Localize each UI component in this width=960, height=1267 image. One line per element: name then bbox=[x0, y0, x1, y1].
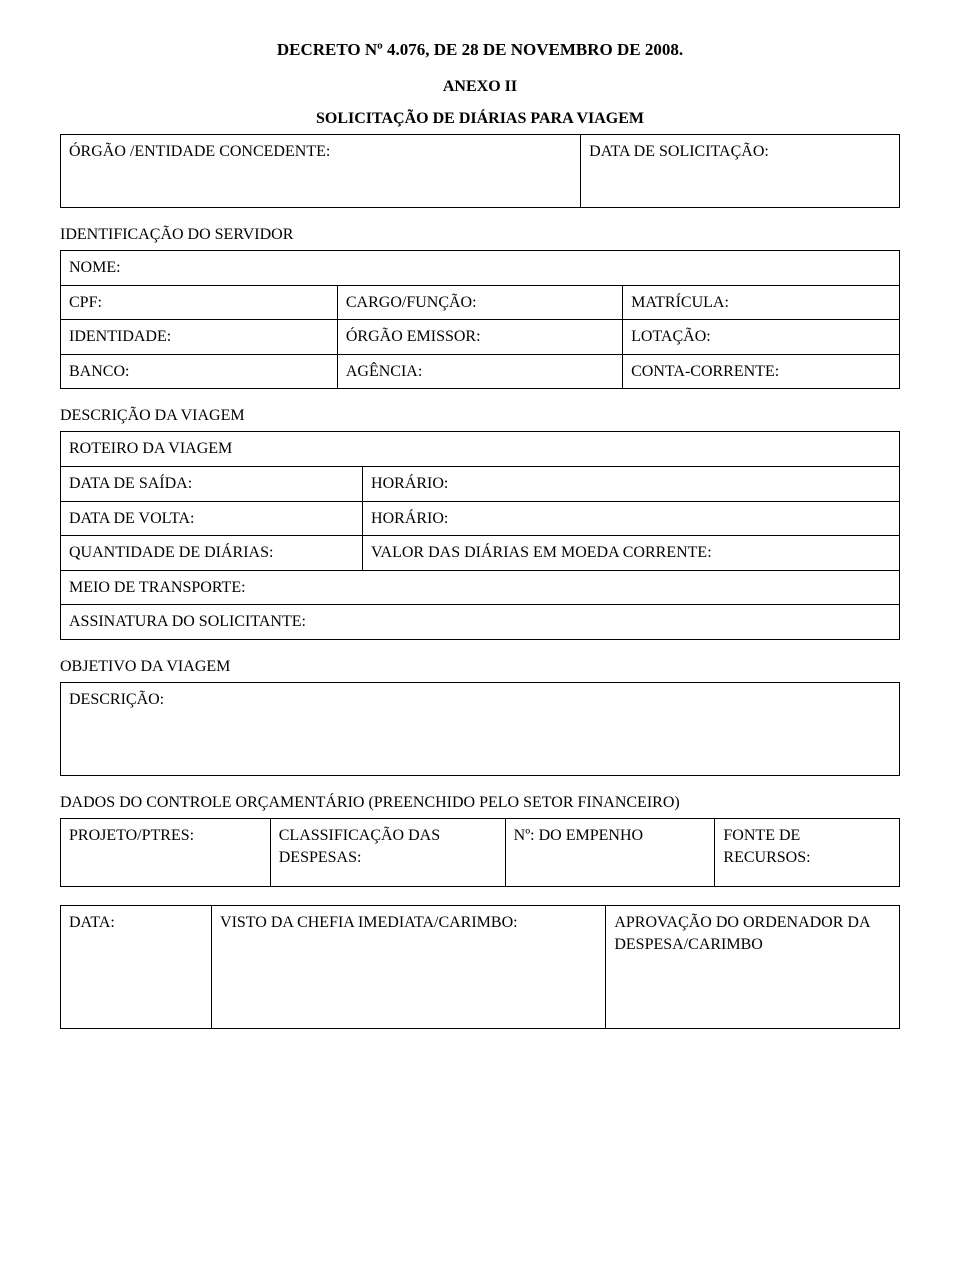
annex-subtitle: ANEXO II bbox=[60, 78, 900, 96]
quantidade-diarias-cell: QUANTIDADE DE DIÁRIAS: bbox=[61, 536, 363, 571]
horario-saida-cell: HORÁRIO: bbox=[363, 466, 900, 501]
objetivo-table: DESCRIÇÃO: bbox=[60, 682, 900, 776]
identificacao-heading: IDENTIFICAÇÃO DO SERVIDOR bbox=[60, 226, 900, 244]
objetivo-descricao-cell: DESCRIÇÃO: bbox=[61, 682, 900, 775]
meio-transporte-cell: MEIO DE TRANSPORTE: bbox=[61, 570, 900, 605]
banco-cell: BANCO: bbox=[61, 354, 338, 389]
controle-table: PROJETO/PTRES: CLASSIFICAÇÃO DAS DESPESA… bbox=[60, 818, 900, 887]
objetivo-heading: OBJETIVO DA VIAGEM bbox=[60, 658, 900, 676]
viagem-table: ROTEIRO DA VIAGEM DATA DE SAÍDA: HORÁRIO… bbox=[60, 431, 900, 640]
descricao-viagem-heading: DESCRIÇÃO DA VIAGEM bbox=[60, 407, 900, 425]
fonte-recursos-cell: FONTE DE RECURSOS: bbox=[715, 818, 900, 886]
data-saida-cell: DATA DE SAÍDA: bbox=[61, 466, 363, 501]
projeto-ptres-cell: PROJETO/PTRES: bbox=[61, 818, 271, 886]
assinatura-solicitante-cell: ASSINATURA DO SOLICITANTE: bbox=[61, 605, 900, 640]
footer-table: DATA: VISTO DA CHEFIA IMEDIATA/CARIMBO: … bbox=[60, 905, 900, 1029]
identidade-cell: IDENTIDADE: bbox=[61, 320, 338, 355]
matricula-cell: MATRÍCULA: bbox=[623, 285, 900, 320]
controle-heading: DADOS DO CONTROLE ORÇAMENTÁRIO (PREENCHI… bbox=[60, 794, 900, 812]
orgao-concedente-cell: ÓRGÃO /ENTIDADE CONCEDENTE: bbox=[61, 135, 581, 208]
agencia-cell: AGÊNCIA: bbox=[337, 354, 622, 389]
cpf-cell: CPF: bbox=[61, 285, 338, 320]
data-solicitacao-cell: DATA DE SOLICITAÇÃO: bbox=[581, 135, 900, 208]
orgao-emissor-cell: ÓRGÃO EMISSOR: bbox=[337, 320, 622, 355]
aprovacao-ordenador-cell: APROVAÇÃO DO ORDENADOR DA DESPESA/CARIMB… bbox=[606, 905, 900, 1028]
valor-diarias-cell: VALOR DAS DIÁRIAS EM MOEDA CORRENTE: bbox=[363, 536, 900, 571]
horario-volta-cell: HORÁRIO: bbox=[363, 501, 900, 536]
data-cell: DATA: bbox=[61, 905, 212, 1028]
classificacao-despesas-cell: CLASSIFICAÇÃO DAS DESPESAS: bbox=[270, 818, 505, 886]
data-volta-cell: DATA DE VOLTA: bbox=[61, 501, 363, 536]
lotacao-cell: LOTAÇÃO: bbox=[623, 320, 900, 355]
page-title: DECRETO Nº 4.076, DE 28 DE NOVEMBRO DE 2… bbox=[60, 40, 900, 60]
numero-empenho-cell: Nº: DO EMPENHO bbox=[505, 818, 715, 886]
conta-corrente-cell: CONTA-CORRENTE: bbox=[623, 354, 900, 389]
nome-cell: NOME: bbox=[61, 251, 900, 286]
concedente-table: ÓRGÃO /ENTIDADE CONCEDENTE: DATA DE SOLI… bbox=[60, 134, 900, 208]
visto-chefia-cell: VISTO DA CHEFIA IMEDIATA/CARIMBO: bbox=[212, 905, 606, 1028]
roteiro-cell: ROTEIRO DA VIAGEM bbox=[61, 432, 900, 467]
request-heading: SOLICITAÇÃO DE DIÁRIAS PARA VIAGEM bbox=[60, 110, 900, 128]
cargo-funcao-cell: CARGO/FUNÇÃO: bbox=[337, 285, 622, 320]
identificacao-table: NOME: CPF: CARGO/FUNÇÃO: MATRÍCULA: IDEN… bbox=[60, 250, 900, 389]
